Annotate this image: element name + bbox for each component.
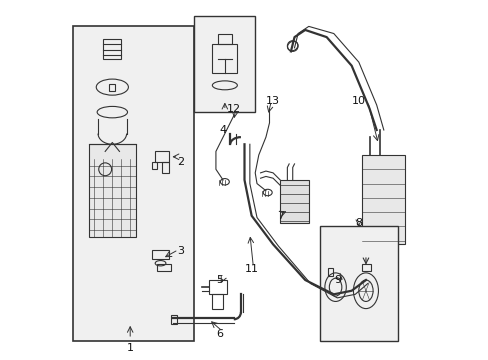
- Text: 7: 7: [276, 211, 283, 221]
- Bar: [194, 16, 255, 112]
- Text: 11: 11: [244, 264, 258, 274]
- Bar: [171, 315, 176, 324]
- Bar: [319, 226, 397, 341]
- Text: 3: 3: [176, 247, 183, 256]
- Bar: [212, 44, 237, 73]
- Text: 8: 8: [354, 218, 362, 228]
- Bar: [162, 162, 169, 173]
- Text: 9: 9: [333, 275, 340, 285]
- Bar: [151, 162, 157, 169]
- Bar: [280, 180, 308, 223]
- Bar: [103, 39, 121, 59]
- Text: 10: 10: [351, 96, 365, 107]
- Text: 12: 12: [226, 104, 241, 113]
- Text: 2: 2: [176, 157, 183, 167]
- Bar: [151, 249, 169, 258]
- Bar: [73, 26, 194, 341]
- Text: 1: 1: [126, 343, 133, 353]
- Bar: [328, 267, 332, 276]
- Bar: [157, 264, 171, 271]
- Bar: [362, 155, 405, 244]
- Text: 4: 4: [219, 125, 226, 135]
- Bar: [362, 264, 370, 271]
- Text: 13: 13: [265, 96, 280, 107]
- Bar: [208, 280, 226, 294]
- Bar: [109, 84, 115, 91]
- Bar: [155, 152, 169, 162]
- Bar: [89, 144, 135, 237]
- Bar: [217, 33, 231, 44]
- Text: 5: 5: [216, 275, 223, 285]
- Bar: [212, 294, 223, 309]
- Text: 6: 6: [216, 329, 223, 339]
